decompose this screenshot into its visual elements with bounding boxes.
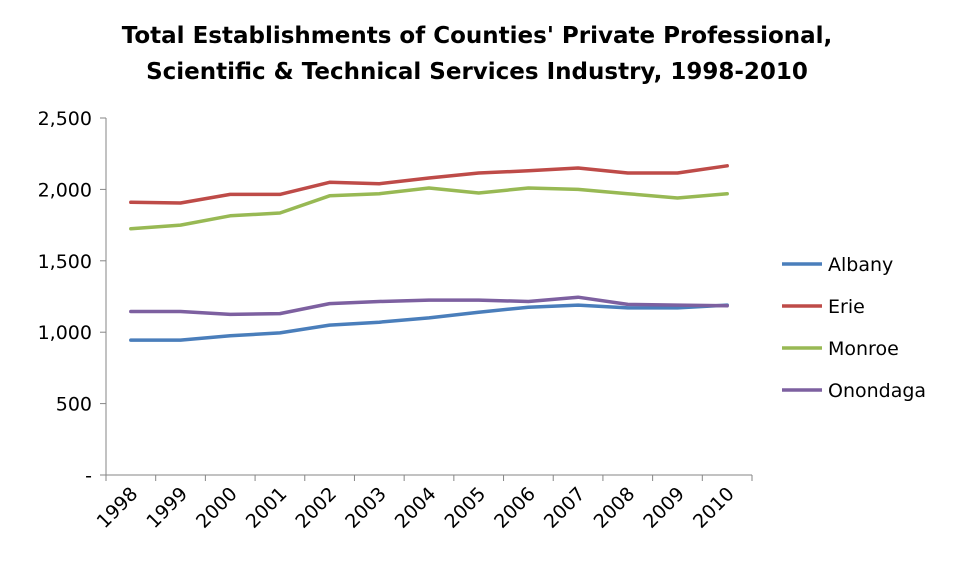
y-tick-label: 500 xyxy=(56,394,92,416)
y-tick-label: 1,500 xyxy=(38,251,92,273)
series-line-albany xyxy=(129,303,729,342)
series-line-onondaga xyxy=(129,295,729,317)
x-tick-label: 2002 xyxy=(291,483,341,533)
x-tick-label: 1998 xyxy=(93,483,143,533)
y-tick-label: 1,000 xyxy=(38,322,92,344)
series-line-monroe xyxy=(129,186,729,231)
x-tick-label: 2004 xyxy=(391,483,441,533)
x-tick-label: 2006 xyxy=(490,483,540,533)
legend-label-albany: Albany xyxy=(828,254,893,276)
legend-label-monroe: Monroe xyxy=(828,338,899,360)
x-tick-label: 2010 xyxy=(689,483,739,533)
x-tick-label: 1999 xyxy=(142,483,192,533)
chart-title-line-1: Total Establishments of Counties' Privat… xyxy=(121,23,833,49)
x-tick-label: 2009 xyxy=(639,483,689,533)
chart-title: Total Establishments of Counties' Privat… xyxy=(0,18,954,90)
x-tick-label: 2008 xyxy=(590,483,640,533)
x-tick-label: 2000 xyxy=(192,483,242,533)
legend-label-erie: Erie xyxy=(828,296,865,318)
y-tick-label: 2,500 xyxy=(38,108,92,130)
x-tick-label: 2005 xyxy=(440,483,490,533)
y-tick-label: - xyxy=(85,465,92,487)
y-tick-label: 2,000 xyxy=(38,179,92,201)
x-tick-label: 2007 xyxy=(540,483,590,533)
x-tick-label: 2001 xyxy=(242,483,292,533)
x-tick-label: 2003 xyxy=(341,483,391,533)
chart-legend: Albany Erie Monroe Onondaga xyxy=(782,254,926,402)
series-line-erie xyxy=(129,164,729,205)
chart-series-lines xyxy=(129,164,729,342)
legend-label-onondaga: Onondaga xyxy=(828,380,926,402)
chart-title-line-2: Scientific & Technical Services Industry… xyxy=(146,59,808,85)
